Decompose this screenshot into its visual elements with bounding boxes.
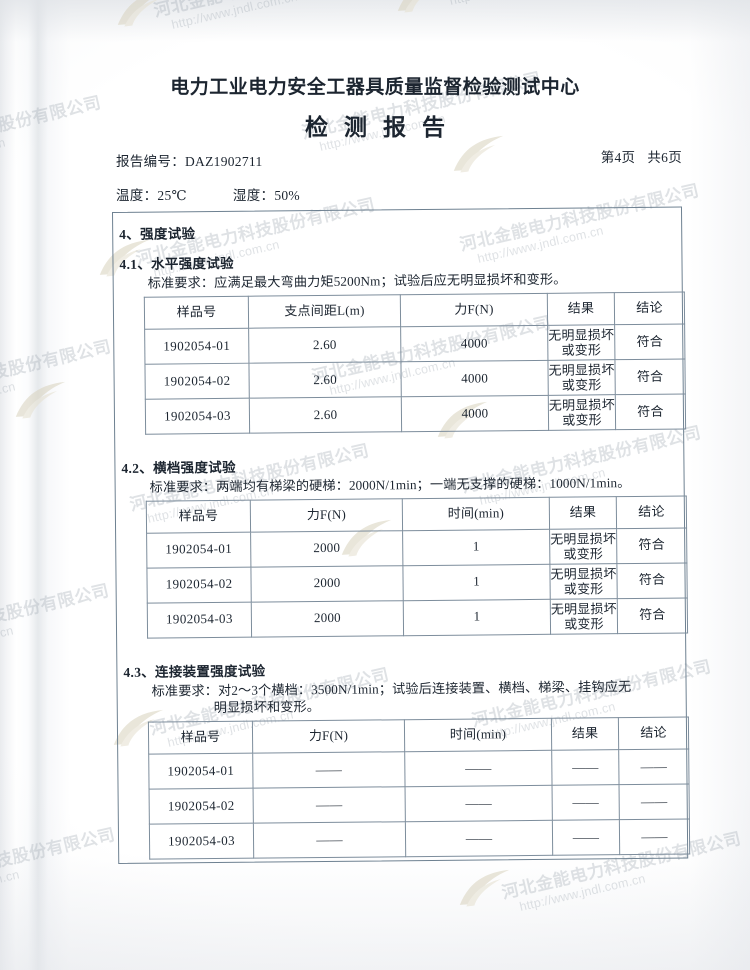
cell-span: 2.60: [248, 361, 402, 399]
cell-force: ——: [253, 786, 406, 824]
cell-time: ——: [405, 820, 553, 857]
cell-conclusion: 符合: [616, 562, 688, 599]
column-header-sample-no: 样品号: [146, 499, 251, 533]
column-header-conclusion: 结论: [614, 291, 685, 325]
cell-force: ——: [253, 821, 406, 859]
cell-result: 无明显损坏 或变形: [550, 598, 618, 634]
cell-result: 无明显损坏 或变形: [547, 324, 615, 361]
cell-time: 1: [402, 528, 550, 566]
table-row: 1902054-01 2.60 4000 无明显损坏 或变形 符合: [144, 323, 685, 365]
cell-conclusion: 符合: [614, 323, 685, 360]
results-table-4-3: 样品号 力F(N) 时间(min) 结果 结论 1902054-01 —— ——…: [148, 717, 690, 860]
document-subtitle: 检测报告: [305, 115, 461, 140]
column-header-sample-no: 样品号: [144, 296, 249, 330]
column-header-result: 结果: [551, 717, 619, 751]
column-header-conclusion: 结论: [616, 495, 687, 529]
cell-span: 2.60: [249, 396, 402, 434]
table-row: 1902054-03 2000 1 无明显损坏 或变形 符合: [147, 597, 688, 638]
cell-time: 1: [403, 598, 551, 636]
cell-sample-no: 1902054-03: [145, 398, 250, 434]
cell-force: 4000: [401, 395, 549, 432]
cell-force: 2000: [250, 565, 404, 602]
requirement-label: 标准要求：: [151, 682, 219, 699]
report-number-value: DAZ1902711: [185, 154, 263, 169]
cell-time: 1: [402, 563, 551, 601]
cell-conclusion: ——: [619, 784, 690, 820]
cell-result: ——: [551, 749, 620, 786]
cell-result: 无明显损坏 或变形: [549, 528, 617, 564]
cell-sample-no: 1902054-01: [146, 531, 251, 568]
cell-conclusion: ——: [619, 819, 690, 855]
table-row: 1902054-03 —— —— —— ——: [149, 819, 690, 860]
page-current: 第4页: [600, 150, 636, 165]
content-frame: 4、强度试验 4.1、水平强度试验 标准要求：应满足最大弯曲力矩5200Nm；试…: [112, 206, 690, 864]
requirement-text: 两端均有梯梁的硬梯：2000N/1min；一端无支撑的硬梯：1000N/1min…: [216, 474, 631, 494]
cell-sample-no: 1902054-01: [144, 328, 249, 365]
column-header-result: 结果: [549, 496, 617, 529]
table-row: 1902054-02 2.60 4000 无明显损坏 或变形 符合: [144, 358, 686, 400]
requirement-4-3: 标准要求：对2～3个横档：3500N/1min；试验后连接装置、横档、梯梁、挂钩…: [117, 675, 685, 721]
cell-time: ——: [405, 785, 553, 822]
column-header-sample-no: 样品号: [148, 721, 253, 755]
column-header-force: 力F(N): [400, 293, 548, 327]
table-header-row: 样品号 支点间距L(m) 力F(N) 结果 结论: [144, 291, 685, 330]
cell-sample-no: 1902054-02: [144, 363, 250, 400]
table-row: 1902054-03 2.60 4000 无明显损坏 或变形 符合: [145, 393, 686, 434]
column-header-span: 支点间距L(m): [248, 294, 401, 329]
column-header-result: 结果: [547, 292, 615, 326]
column-header-force: 力F(N): [252, 719, 405, 754]
cell-result: ——: [552, 819, 620, 856]
cell-result: 无明显损坏 或变形: [549, 563, 618, 599]
column-header-time: 时间(min): [404, 718, 552, 752]
humidity-value: 50%: [274, 188, 300, 203]
table-row: 1902054-02 2000 1 无明显损坏 或变形 符合: [146, 562, 688, 603]
results-table-4-1: 样品号 支点间距L(m) 力F(N) 结果 结论 1902054-01 2.60…: [144, 291, 686, 434]
cell-sample-no: 1902054-02: [149, 788, 254, 825]
humidity-label: 湿度：: [232, 188, 275, 203]
cell-conclusion: 符合: [615, 393, 686, 430]
cell-force: ——: [252, 751, 406, 789]
column-header-time: 时间(min): [402, 496, 550, 531]
cell-conclusion: ——: [618, 749, 690, 785]
temperature-value: 25℃: [157, 188, 187, 203]
requirement-label: 标准要求：: [149, 478, 217, 495]
cell-force: 4000: [400, 325, 548, 362]
requirement-text-continued: 明显损坏和变形。: [213, 699, 321, 716]
cell-sample-no: 1902054-03: [149, 823, 254, 860]
cell-sample-no: 1902054-02: [146, 566, 252, 603]
results-table-4-2: 样品号 力F(N) 时间(min) 结果 结论 1902054-01 2000 …: [146, 495, 688, 638]
cell-conclusion: 符合: [614, 358, 686, 395]
table-row: 1902054-01 2000 1 无明显损坏 或变形 符合: [146, 527, 687, 568]
table-row: 1902054-02 —— —— —— ——: [149, 784, 690, 825]
report-number-label: 报告编号：: [116, 154, 185, 169]
table-header-row: 样品号 力F(N) 时间(min) 结果 结论: [146, 495, 687, 533]
cell-sample-no: 1902054-03: [147, 601, 252, 638]
cell-result: 无明显损坏 或变形: [547, 359, 616, 396]
cell-force: 2000: [251, 600, 404, 637]
page-indicator: 第4页 共6页: [601, 146, 682, 166]
cell-result: ——: [552, 784, 620, 821]
report-number: 报告编号：DAZ1902711: [116, 150, 263, 170]
cell-force: 2000: [250, 530, 403, 567]
table-header-row: 样品号 力F(N) 时间(min) 结果 结论: [148, 717, 689, 755]
table-row: 1902054-01 —— —— —— ——: [148, 749, 690, 790]
cell-sample-no: 1902054-01: [148, 753, 254, 790]
cell-span: 2.60: [248, 326, 401, 364]
column-header-force: 力F(N): [250, 498, 403, 532]
cell-conclusion: 符合: [616, 527, 687, 564]
environment-conditions: 温度：25℃ 湿度：50%: [116, 184, 300, 204]
cell-time: ——: [404, 750, 553, 787]
requirement-text: 应满足最大弯曲力矩5200Nm；试验后应无明显损坏和变形。: [214, 271, 567, 291]
cell-force: 4000: [400, 360, 549, 397]
requirement-label: 标准要求：: [147, 275, 215, 291]
page-title: 电力工业电力安全工器具质量监督检验测试中心: [170, 77, 580, 98]
cell-conclusion: 符合: [617, 597, 688, 634]
cell-result: 无明显损坏 或变形: [548, 394, 616, 431]
temperature-label: 温度：: [116, 188, 158, 203]
requirement-text: 对2～3个横档：3500N/1min；试验后连接装置、横档、梯梁、挂钩应无: [217, 678, 632, 698]
page-total: 共6页: [647, 150, 682, 165]
column-header-conclusion: 结论: [618, 717, 689, 750]
